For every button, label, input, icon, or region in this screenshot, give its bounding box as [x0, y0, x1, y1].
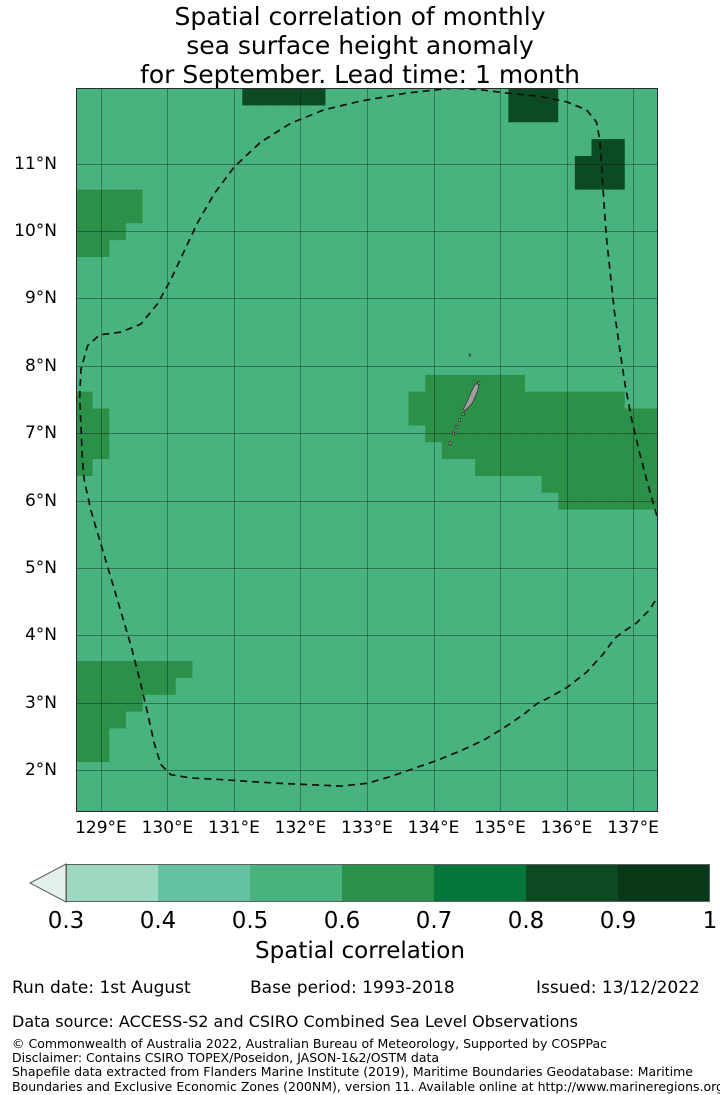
spatial-correlation-heatmap [76, 88, 658, 812]
disclaimer-notice: Disclaimer: Contains CSIRO TOPEX/Poseido… [12, 1050, 440, 1065]
y-tick-label: 11°N [14, 153, 57, 174]
y-tick-label: 3°N [24, 692, 57, 713]
map-plot-area [76, 88, 658, 812]
colorbar-tick-label: 0.9 [599, 908, 637, 934]
colorbar: 0.3 0.4 0.5 0.6 0.7 0.8 0.9 1 Spatial correlati… [0, 862, 720, 964]
x-tick-label: 135°E [474, 818, 526, 838]
data-source: Data source: ACCESS-S2 and CSIRO Combine… [12, 1012, 578, 1031]
colorbar-tick-label: 0.3 [47, 908, 85, 934]
colorbar-tick-label: 0.5 [231, 908, 269, 934]
y-tick-label: 8°N [24, 355, 57, 376]
x-tick-label: 134°E [407, 818, 460, 838]
title-line-1: Spatial correlation of monthly [174, 2, 546, 31]
y-tick-label: 7°N [24, 423, 57, 444]
y-tick-label: 10°N [14, 221, 57, 242]
y-tick-label: 6°N [24, 490, 57, 511]
issued-date: Issued: 13/12/2022 [536, 978, 700, 998]
shapefile-notice-line-2: Boundaries and Exclusive Economic Zones … [12, 1079, 720, 1094]
colorbar-tick-label: 1 [702, 908, 718, 934]
y-tick-label: 4°N [24, 625, 57, 646]
colorbar-tick-label: 0.6 [323, 908, 361, 934]
colorbar-tick-label: 0.8 [507, 908, 545, 934]
x-tick-label: 131°E [208, 818, 260, 838]
metadata-row: Run date: 1st August Base period: 1993-2… [0, 978, 720, 1008]
title-line-2: sea surface height anomaly [186, 31, 534, 60]
x-tick-label: 132°E [274, 818, 327, 838]
colorbar-tick-label: 0.7 [415, 908, 453, 934]
shapefile-notice-line-1: Shapefile data extracted from Flanders M… [12, 1064, 693, 1079]
footer: Run date: 1st August Base period: 1993-2… [0, 978, 720, 1094]
colorbar-label: Spatial correlation [255, 938, 465, 964]
x-tick-label: 133°E [341, 818, 393, 838]
copyright-notice: © Commonwealth of Australia 2022, Austra… [12, 1036, 607, 1051]
run-date: Run date: 1st August [12, 978, 191, 998]
y-tick-label: 5°N [24, 557, 57, 578]
y-tick-label: 9°N [24, 288, 57, 309]
page-title: Spatial correlation of monthly sea surfa… [0, 2, 720, 89]
title-line-3: for September. Lead time: 1 month [140, 60, 580, 89]
x-tick-label: 130°E [141, 818, 194, 838]
colorbar-gradient [10, 862, 710, 904]
x-tick-label: 129°E [75, 818, 127, 838]
x-tick-label: 136°E [540, 818, 593, 838]
base-period: Base period: 1993-2018 [250, 978, 455, 998]
colorbar-tick-label: 0.4 [139, 908, 177, 934]
x-tick-label: 137°E [607, 818, 659, 838]
y-tick-label: 2°N [24, 759, 57, 780]
